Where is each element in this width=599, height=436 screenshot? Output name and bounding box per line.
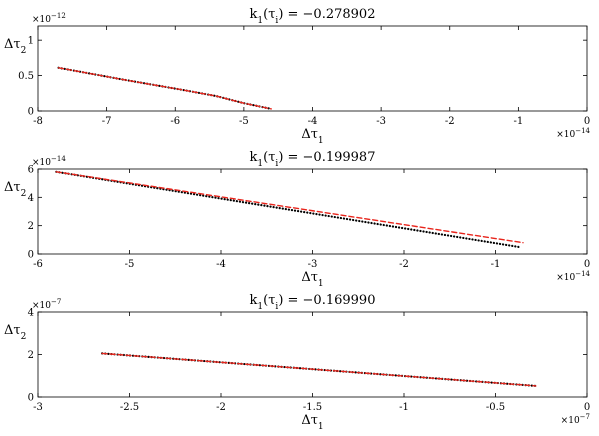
x-tick-label: -3 — [376, 116, 386, 127]
x-tick-label: -5 — [125, 259, 135, 270]
x-tick-label: -2 — [216, 402, 226, 413]
x-axis-label: Δτ1 — [301, 127, 323, 146]
y-tick-label: 2 — [28, 350, 34, 361]
plot-area — [37, 25, 588, 112]
series-line-2 — [55, 171, 524, 244]
y-exponent-label: ×10−12 — [32, 12, 66, 25]
y-axis-label: Δτ2 — [4, 323, 26, 342]
y-tick-label: 2 — [28, 221, 34, 232]
chart-title: k1(τi) = −0.278902 — [250, 7, 376, 26]
y-tick-label: 0 — [28, 393, 34, 404]
y-exponent-label: ×10−14 — [32, 155, 66, 168]
chart-panel-1: -8 -7 -6 -5 -4 -3 -2 -1 0 0 0.5 1 ×10−12 ×10−14 k1(τi)… — [4, 7, 591, 146]
y-tick-label: 0.5 — [18, 71, 34, 82]
x-exponent-label: ×10−7 — [561, 413, 590, 426]
x-tick-label: -1.5 — [303, 402, 322, 413]
x-tick-label: -4 — [308, 116, 318, 127]
x-tick-label: -2 — [399, 259, 409, 270]
series-line-1 — [55, 170, 520, 248]
x-tick-label: -7 — [102, 116, 112, 127]
y-tick-label: 4 — [28, 193, 34, 204]
x-tick-label: -6 — [170, 116, 180, 127]
x-tick-label: 0 — [584, 116, 590, 127]
x-tick-label: -1 — [514, 116, 524, 127]
x-tick-label: -3 — [33, 402, 43, 413]
x-tick-label: -2 — [445, 116, 455, 127]
x-tick-label: -0.5 — [486, 402, 505, 413]
x-tick-label: -1 — [491, 259, 501, 270]
x-tick-label: 0 — [584, 402, 590, 413]
x-tick-label: 0 — [584, 259, 590, 270]
y-tick-label: 6 — [28, 165, 34, 176]
x-tick-label: -4 — [216, 259, 226, 270]
chart-title: k1(τi) = −0.199987 — [250, 150, 376, 169]
x-tick-label: -1 — [399, 402, 409, 413]
x-axis-label: Δτ1 — [301, 413, 323, 432]
chart-title: k1(τi) = −0.169990 — [250, 293, 376, 312]
y-tick-label: 0 — [28, 250, 34, 261]
x-axis-label: Δτ1 — [301, 270, 323, 289]
x-tick-label: -3 — [308, 259, 318, 270]
x-exponent-label: ×10−14 — [556, 270, 590, 283]
x-exponent-label: ×10−14 — [556, 127, 590, 140]
y-tick-label: 0 — [28, 107, 34, 118]
y-tick-label: 4 — [28, 308, 34, 319]
y-exponent-label: ×10−7 — [32, 298, 61, 311]
x-tick-label: -6 — [33, 259, 43, 270]
y-axis-label: Δτ2 — [4, 180, 26, 199]
series-line-2 — [101, 352, 537, 387]
series-line-2 — [57, 67, 272, 110]
y-tick-label: 1 — [28, 36, 34, 47]
x-tick-label: -2.5 — [120, 402, 139, 413]
x-tick-label: -5 — [239, 116, 249, 127]
x-tick-label: -8 — [33, 116, 43, 127]
y-axis-label: Δτ2 — [4, 37, 26, 56]
